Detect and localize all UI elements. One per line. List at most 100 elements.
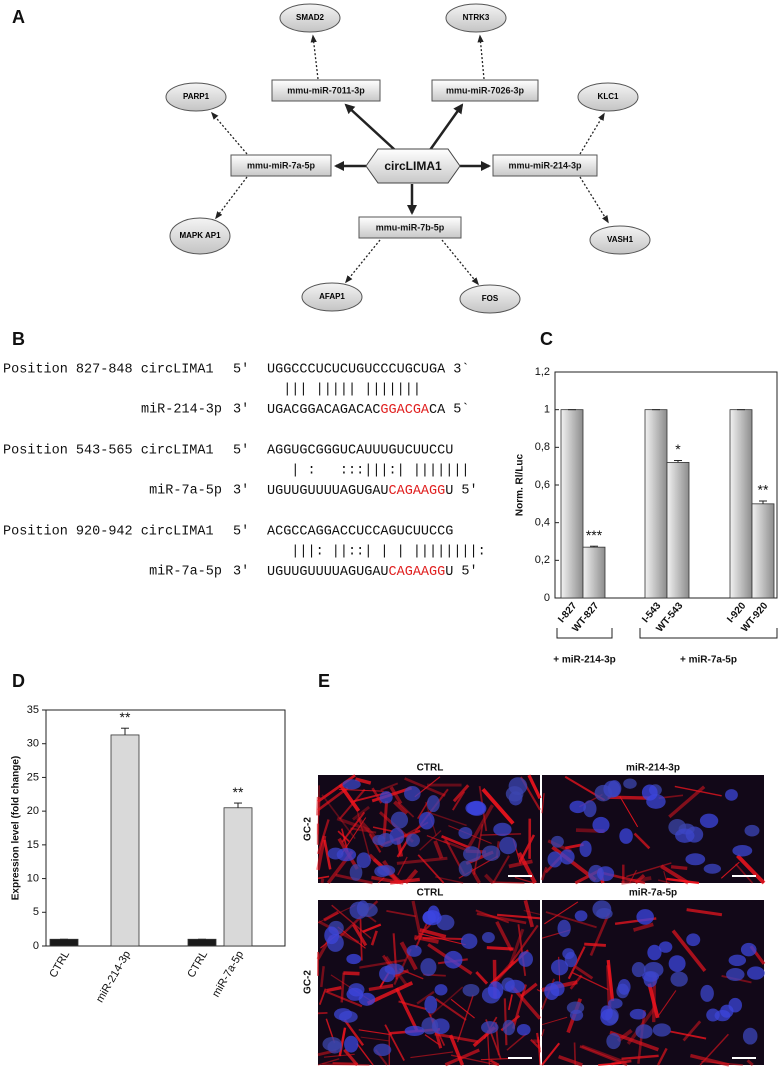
fiber: [589, 912, 611, 957]
fiber: [433, 840, 444, 859]
bar: [187, 938, 217, 947]
nucleus: [465, 801, 486, 816]
fiber: [410, 1051, 454, 1059]
fiber: [386, 909, 417, 918]
fiber: [619, 795, 639, 828]
fiber: [320, 966, 325, 988]
group-bracket: [639, 628, 778, 639]
fiber: [352, 923, 368, 947]
fiber: [670, 865, 688, 870]
panel-label: B: [12, 329, 25, 349]
significance: ***: [586, 527, 603, 543]
nucleus: [619, 828, 633, 844]
target-node: [459, 284, 521, 314]
fiber: [666, 877, 700, 885]
nucleus: [600, 1005, 613, 1021]
y-tick-label: 0,8: [535, 441, 550, 453]
fiber: [541, 1042, 561, 1066]
fiber: [362, 923, 382, 933]
nucleus: [635, 1024, 653, 1039]
fiber: [540, 866, 548, 881]
nucleus: [685, 853, 706, 866]
nucleus: [349, 864, 363, 881]
target-node: [169, 217, 231, 255]
nucleus: [379, 965, 396, 983]
bar: [582, 546, 606, 599]
seq-part: CAGAAGG: [389, 484, 446, 499]
nucleus: [379, 791, 393, 804]
fiber: [558, 1054, 583, 1067]
fiber: [544, 901, 579, 925]
nucleus: [373, 1043, 392, 1057]
fiber: [326, 986, 342, 993]
fiber: [508, 859, 533, 869]
fiber: [325, 990, 363, 1008]
fiber: [415, 923, 428, 948]
nucleus: [424, 995, 438, 1014]
y-tick-label: 0: [544, 592, 550, 604]
fiber: [392, 969, 409, 978]
fiber: [647, 983, 660, 1019]
fiber: [424, 1034, 441, 1046]
nucleus: [596, 866, 615, 882]
fiber: [541, 1029, 545, 1037]
group-label: + miR-214-3p: [553, 655, 616, 666]
fiber: [389, 786, 403, 805]
fiber: [323, 839, 332, 870]
nucleus: [458, 860, 473, 877]
significance: **: [758, 482, 769, 498]
mirna-seq: UGUUGUUUUAGUGAUCAGAAGGU: [267, 484, 453, 499]
x-tick-label: miR-214-3p: [94, 949, 133, 1005]
fiber: [523, 909, 541, 916]
nucleus: [487, 981, 504, 1000]
fiber: [404, 869, 419, 885]
target-label-box: MAPK AP1: [179, 231, 220, 240]
fiber: [689, 1053, 730, 1067]
fiber: [569, 974, 583, 990]
mirna-name: miR-214-3p: [141, 403, 222, 418]
nucleus: [652, 1023, 671, 1037]
bar: [223, 807, 253, 947]
bar: [560, 409, 584, 599]
fiber: [490, 959, 516, 987]
mirna-name: miR-7a-5p: [149, 484, 222, 499]
target-label-box: KLC1: [598, 92, 619, 101]
center-label: circLIMA1: [384, 159, 442, 173]
target-label-box: FOS: [482, 294, 498, 303]
fiber: [541, 793, 545, 814]
mirna-seq: UGACGGACAGACACGGACGACA: [267, 403, 446, 418]
seq-part: UGUUGUUUUAGUGAU: [267, 565, 389, 580]
fiber: [318, 988, 327, 1005]
nucleus: [550, 835, 564, 848]
fiber: [380, 782, 399, 791]
y-tick-label: 5: [33, 906, 39, 918]
nucleus: [744, 824, 760, 837]
y-tick-label: 15: [27, 839, 39, 851]
nucleus: [699, 813, 719, 828]
fiber: [469, 867, 481, 884]
fiber: [682, 1020, 702, 1042]
nucleus: [421, 1017, 439, 1035]
y-tick-label: 0,4: [535, 517, 550, 529]
fiber: [331, 904, 372, 939]
mirna-label: mmu-miR-214-3p: [508, 160, 582, 170]
y-tick-label: 35: [27, 704, 39, 716]
fiber: [322, 1063, 370, 1066]
nucleus: [700, 984, 714, 1002]
mirna-label: mmu-miR-7026-3p: [446, 85, 525, 95]
significance: *: [675, 441, 681, 457]
target-label: VASH1: [606, 234, 634, 244]
fiber: [337, 830, 350, 843]
nucleus: [324, 926, 340, 945]
fiber: [527, 774, 542, 800]
nucleus: [460, 933, 478, 949]
nucleus: [406, 945, 422, 957]
fiber: [317, 904, 356, 924]
fiber: [358, 1029, 392, 1036]
panel-label: C: [540, 329, 553, 349]
fiber: [720, 861, 740, 879]
nucleus: [725, 789, 738, 801]
fiber: [368, 983, 394, 992]
nucleus: [732, 844, 753, 857]
x-tick-label: miR-7a-5p: [210, 949, 246, 999]
